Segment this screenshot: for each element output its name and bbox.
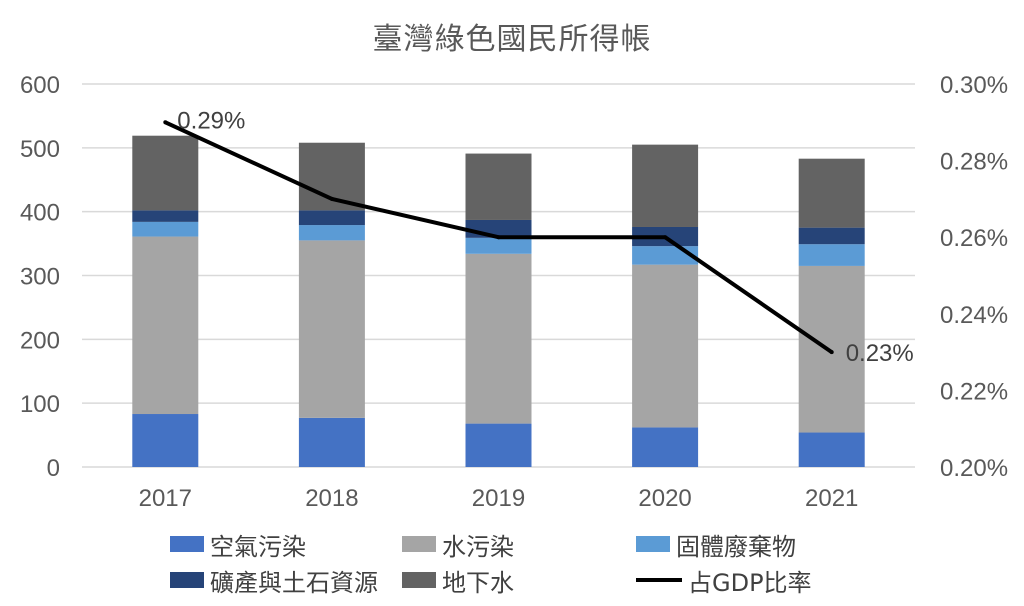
x-tick-label: 2021: [805, 485, 858, 512]
bar-segment: [465, 153, 532, 220]
bar-segment: [798, 265, 865, 433]
legend-item: 空氣污染: [170, 528, 306, 561]
legend-swatch: [402, 572, 436, 588]
gdp-ratio-point: [663, 235, 668, 240]
legend-label: 占GDP比率: [688, 568, 812, 597]
y-tick-label: 600: [20, 72, 60, 99]
bar-segment: [132, 135, 199, 211]
bar-segment: [465, 237, 532, 254]
legend-item: 水污染: [402, 528, 514, 561]
legend-swatch: [402, 536, 436, 552]
gdp-ratio-point: [163, 120, 168, 125]
bar-segment: [132, 221, 199, 237]
legend-item: 礦產與土石資源: [170, 564, 378, 597]
x-tick-label: 2018: [305, 485, 358, 512]
gdp-ratio-point: [496, 235, 501, 240]
legend-swatch: [636, 536, 670, 552]
gdp-ratio-point: [829, 350, 834, 355]
legend-item: 地下水: [402, 564, 514, 597]
legend-swatch: [170, 572, 204, 588]
bar-segment: [798, 244, 865, 266]
legend-label: 水污染: [442, 532, 514, 561]
legend-label: 礦產與土石資源: [210, 568, 378, 597]
chart-title: 臺灣綠色國民所得帳: [372, 22, 652, 57]
legend-swatch: [636, 578, 682, 582]
bar-segment: [798, 227, 865, 245]
legend-item: 占GDP比率: [636, 564, 812, 597]
legend-swatch: [170, 536, 204, 552]
y-tick-label: 200: [20, 327, 60, 354]
legend-item: 固體廢棄物: [636, 528, 796, 561]
y-tick-label: 100: [20, 391, 60, 418]
y2-tick-label: 0.24%: [940, 302, 1008, 329]
y-tick-label: 300: [20, 264, 60, 291]
y-tick-label: 500: [20, 136, 60, 163]
bar-segment: [298, 417, 365, 467]
bar-segment: [798, 432, 865, 467]
bar-segment: [632, 264, 699, 428]
bar-segment: [298, 210, 365, 226]
bar-segment: [465, 423, 532, 467]
legend-label: 固體廢棄物: [676, 532, 796, 561]
y-tick-label: 0: [47, 455, 60, 482]
x-tick-label: 2019: [472, 485, 525, 512]
legend-label: 空氣污染: [210, 532, 306, 561]
bar-segment: [298, 225, 365, 241]
y2-tick-label: 0.30%: [940, 72, 1008, 99]
bar-segment: [632, 427, 699, 467]
data-label: 0.29%: [177, 107, 245, 134]
bar-segment: [132, 210, 199, 222]
y2-tick-label: 0.22%: [940, 378, 1008, 405]
bar-segment: [632, 144, 699, 227]
bar-segment: [465, 253, 532, 424]
data-label: 0.23%: [846, 340, 914, 367]
gdp-ratio-point: [329, 196, 334, 201]
y2-tick-label: 0.26%: [940, 225, 1008, 252]
chart-legend: 空氣污染 水污染 固體廢棄物礦產與土石資源 地下水 占GDP比率: [0, 522, 1024, 606]
x-tick-label: 2020: [638, 485, 691, 512]
bar-segment: [798, 158, 865, 228]
y2-tick-label: 0.28%: [940, 149, 1008, 176]
bar-segment: [132, 414, 199, 467]
x-tick-label: 2017: [139, 485, 192, 512]
legend-label: 地下水: [442, 568, 514, 597]
y2-tick-label: 0.20%: [940, 455, 1008, 482]
bar-segment: [298, 240, 365, 418]
y-tick-label: 400: [20, 200, 60, 227]
bar-segment: [132, 236, 199, 415]
